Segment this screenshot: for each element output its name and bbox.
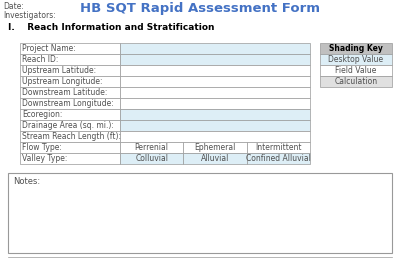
Bar <box>20 76 120 87</box>
Bar <box>120 43 310 54</box>
Bar <box>320 43 392 54</box>
Text: Upstream Longitude:: Upstream Longitude: <box>22 77 102 86</box>
Bar <box>120 142 183 153</box>
Text: Confined Alluvial: Confined Alluvial <box>246 154 311 163</box>
Text: Drainage Area (sq. mi.):: Drainage Area (sq. mi.): <box>22 121 114 130</box>
Text: Desktop Value: Desktop Value <box>328 55 384 64</box>
Bar <box>120 153 183 164</box>
Bar <box>320 76 392 87</box>
Bar <box>247 153 310 164</box>
Bar <box>120 131 310 142</box>
Text: Alluvial: Alluvial <box>201 154 229 163</box>
Bar <box>320 54 392 65</box>
Bar <box>120 120 310 131</box>
Bar <box>20 65 120 76</box>
Bar <box>20 98 120 109</box>
Text: Ecoregion:: Ecoregion: <box>22 110 62 119</box>
Bar <box>20 109 120 120</box>
Bar <box>120 65 310 76</box>
Text: Shading Key: Shading Key <box>329 44 383 53</box>
Bar <box>120 87 310 98</box>
Text: Calculation: Calculation <box>334 77 378 86</box>
Text: Upstream Latitude:: Upstream Latitude: <box>22 66 96 75</box>
Bar <box>20 87 120 98</box>
Bar <box>120 54 310 65</box>
Text: Stream Reach Length (ft):: Stream Reach Length (ft): <box>22 132 121 141</box>
Bar <box>20 142 120 153</box>
Text: Intermittent: Intermittent <box>255 143 302 152</box>
Bar <box>247 142 310 153</box>
Bar <box>20 120 120 131</box>
Text: Valley Type:: Valley Type: <box>22 154 67 163</box>
Text: Field Value: Field Value <box>335 66 377 75</box>
Bar <box>20 54 120 65</box>
Text: Investigators:: Investigators: <box>3 11 56 20</box>
Bar <box>8 173 392 253</box>
Text: Notes:: Notes: <box>13 177 40 186</box>
Bar <box>120 76 310 87</box>
Bar <box>320 65 392 76</box>
Text: Date:: Date: <box>3 2 24 11</box>
Text: Downstream Longitude:: Downstream Longitude: <box>22 99 114 108</box>
Text: Flow Type:: Flow Type: <box>22 143 62 152</box>
Bar <box>20 153 120 164</box>
Text: Ephemeral: Ephemeral <box>194 143 236 152</box>
Bar <box>20 131 120 142</box>
Bar <box>120 98 310 109</box>
Bar <box>120 109 310 120</box>
Text: Colluvial: Colluvial <box>135 154 168 163</box>
Bar <box>183 153 247 164</box>
Bar <box>20 43 120 54</box>
Text: Reach ID:: Reach ID: <box>22 55 58 64</box>
Bar <box>183 142 247 153</box>
Text: Perrenial: Perrenial <box>135 143 169 152</box>
Text: Project Name:: Project Name: <box>22 44 76 53</box>
Text: I.    Reach Information and Stratification: I. Reach Information and Stratification <box>8 23 214 32</box>
Text: Downstream Latitude:: Downstream Latitude: <box>22 88 107 97</box>
Text: HB SQT Rapid Assessment Form: HB SQT Rapid Assessment Form <box>80 2 320 15</box>
